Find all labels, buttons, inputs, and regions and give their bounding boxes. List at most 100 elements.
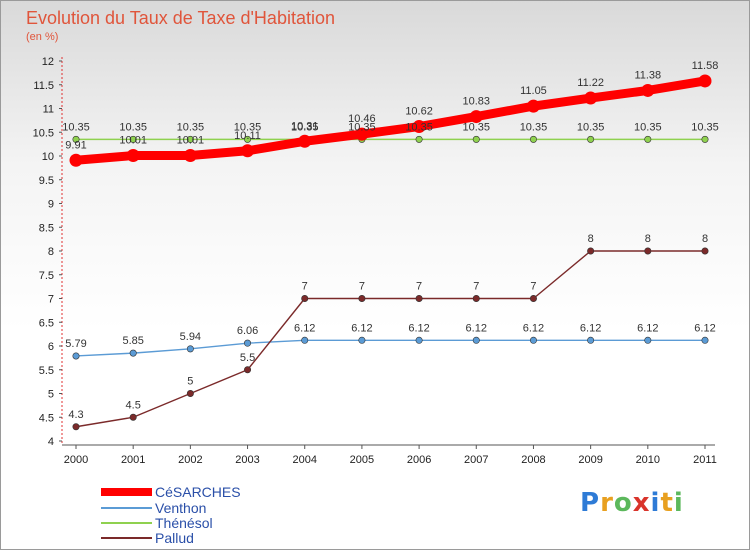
data-point bbox=[472, 135, 480, 143]
data-point bbox=[526, 99, 540, 113]
data-label: 11.05 bbox=[520, 85, 547, 97]
x-tick-label: 2009 bbox=[578, 454, 602, 466]
data-point bbox=[587, 336, 595, 344]
legend-label: Thénésol bbox=[155, 515, 213, 531]
y-tick-label: 5.5 bbox=[39, 365, 54, 377]
y-tick-label: 4 bbox=[48, 436, 54, 448]
data-label: 10.01 bbox=[119, 135, 147, 147]
data-point bbox=[72, 423, 80, 431]
data-labels-layer: 10.35 10.35 10.35 10.35 10.35 10.35 10.35 10.35… bbox=[62, 60, 719, 421]
data-point bbox=[701, 336, 709, 344]
data-label: 10.31 bbox=[291, 120, 319, 132]
data-point bbox=[529, 135, 537, 143]
y-tick-label: 7 bbox=[48, 294, 54, 306]
data-point bbox=[644, 135, 652, 143]
data-point bbox=[415, 294, 423, 302]
data-label: 6.12 bbox=[523, 322, 544, 334]
data-label: 8 bbox=[702, 233, 708, 245]
x-tick-label: 2010 bbox=[636, 454, 660, 466]
data-label: 6.12 bbox=[408, 322, 429, 334]
data-point bbox=[415, 135, 423, 143]
chart-title: Evolution du Taux de Taxe d'Habitation bbox=[26, 8, 335, 28]
data-point bbox=[126, 149, 140, 163]
data-label: 10.83 bbox=[463, 96, 491, 108]
data-point bbox=[129, 135, 137, 143]
data-point bbox=[244, 135, 252, 143]
data-point bbox=[644, 247, 652, 255]
data-point bbox=[244, 366, 252, 374]
y-tick-label: 6.5 bbox=[39, 317, 54, 329]
data-point bbox=[584, 91, 598, 105]
data-label: 10.35 bbox=[634, 121, 662, 133]
y-tick-label: 9 bbox=[48, 199, 54, 211]
data-label: 10.11 bbox=[234, 130, 261, 142]
data-point bbox=[72, 135, 80, 143]
y-tick-label: 11.5 bbox=[33, 80, 54, 92]
data-point bbox=[244, 339, 252, 347]
data-label: 5.85 bbox=[122, 335, 143, 347]
x-tick-label: 2005 bbox=[350, 454, 374, 466]
data-label: 5.5 bbox=[240, 352, 255, 364]
data-label: 10.35 bbox=[119, 121, 147, 133]
data-label: 8 bbox=[645, 233, 651, 245]
data-label: 4.3 bbox=[68, 409, 83, 421]
data-label: 5.79 bbox=[65, 338, 86, 350]
data-point bbox=[241, 144, 255, 158]
chart-subtitle: (en %) bbox=[26, 31, 58, 43]
series-line-pallud bbox=[75, 250, 706, 428]
data-point bbox=[72, 352, 80, 360]
data-point bbox=[472, 294, 480, 302]
series-layer bbox=[69, 74, 712, 431]
y-tick-label: 10 bbox=[42, 151, 54, 163]
data-point bbox=[186, 135, 194, 143]
data-point bbox=[698, 74, 712, 88]
data-label: 7 bbox=[473, 281, 479, 293]
data-label: 11.22 bbox=[577, 77, 604, 89]
data-point bbox=[355, 127, 369, 141]
data-label: 7 bbox=[530, 281, 536, 293]
data-label: 10.35 bbox=[577, 121, 605, 133]
legend-label: Pallud bbox=[155, 530, 194, 546]
logo-letter: P bbox=[580, 488, 601, 518]
data-label: 11.58 bbox=[692, 60, 719, 72]
x-tick-label: 2007 bbox=[464, 454, 488, 466]
y-tick-label: 10.5 bbox=[33, 127, 54, 139]
y-tick-label: 8 bbox=[48, 246, 54, 258]
data-point bbox=[529, 294, 537, 302]
data-label: 10.46 bbox=[348, 113, 376, 125]
data-label: 10.35 bbox=[520, 121, 548, 133]
data-label: 6.12 bbox=[466, 322, 487, 334]
x-tick-label: 2011 bbox=[693, 454, 717, 466]
data-label: 4.5 bbox=[126, 399, 141, 411]
data-point bbox=[298, 134, 312, 148]
data-label: 10.35 bbox=[463, 121, 491, 133]
y-tick-label: 6 bbox=[48, 341, 54, 353]
axes: 4 4.5 5 5.5 6 6.5 7 7.5 8 8.5 9 9.5 10 10.5 11 11.5 12 20… bbox=[33, 56, 717, 466]
y-tick-label: 11 bbox=[43, 104, 54, 116]
data-point bbox=[587, 247, 595, 255]
data-label: 6.06 bbox=[237, 325, 258, 337]
data-point bbox=[415, 336, 423, 344]
data-label: 10.35 bbox=[234, 121, 262, 133]
data-point bbox=[358, 294, 366, 302]
data-label: 5 bbox=[187, 376, 193, 388]
data-label: 6.12 bbox=[294, 322, 315, 334]
logo-letter: i bbox=[673, 488, 684, 518]
x-tick-label: 2008 bbox=[521, 454, 545, 466]
data-label: 6.12 bbox=[580, 322, 601, 334]
y-tick-label: 4.5 bbox=[39, 412, 54, 424]
data-point bbox=[641, 83, 655, 97]
data-label: 10.01 bbox=[177, 135, 205, 147]
y-tick-label: 9.5 bbox=[39, 175, 54, 187]
data-point bbox=[186, 389, 194, 397]
data-label: 8 bbox=[588, 233, 594, 245]
logo-letter: r bbox=[600, 488, 614, 518]
y-tick-label: 8.5 bbox=[39, 222, 54, 234]
x-tick-label: 2000 bbox=[64, 454, 88, 466]
x-tick-label: 2002 bbox=[178, 454, 202, 466]
data-point bbox=[186, 345, 194, 353]
data-point bbox=[183, 149, 197, 163]
data-label: 11.38 bbox=[634, 69, 661, 81]
